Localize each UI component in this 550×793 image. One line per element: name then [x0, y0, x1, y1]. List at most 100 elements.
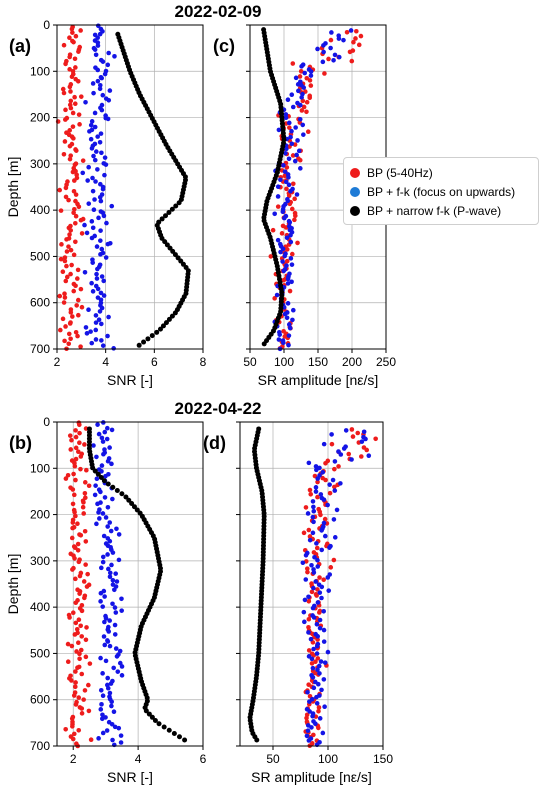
- panel-a-fk-point: [99, 274, 105, 279]
- panel-b-xtick-label: 2: [70, 752, 77, 766]
- panel-b-bp-point: [65, 472, 71, 478]
- panel-d-bp-point: [327, 490, 333, 496]
- panel-b-fk-point: [116, 557, 122, 563]
- panel-c-bp-point: [328, 37, 334, 43]
- panel-b-bp-point: [73, 513, 78, 519]
- panel-d-fk-point: [317, 617, 323, 623]
- panel-c-fk-point: [287, 325, 293, 331]
- panel-b-fk-point: [100, 559, 106, 565]
- panel-c-bp-point: [344, 29, 350, 35]
- panel-a-bp-point: [78, 28, 83, 33]
- panel-a-ylabel: Depth [m]: [5, 157, 21, 218]
- panel-c-bp-point: [322, 71, 327, 76]
- panel-b-bp-point: [76, 640, 81, 645]
- panel-a-bp-point: [67, 156, 73, 162]
- panel-a-fk-point: [90, 188, 96, 194]
- panel-d-fk-point: [307, 709, 312, 714]
- panel-d-bp-point: [315, 479, 320, 485]
- panel-a-narrow-point: [172, 310, 178, 316]
- panel-a-fk-point: [98, 252, 103, 257]
- panel-c-fk-point: [336, 36, 342, 41]
- panel-d-xtick-label: 150: [373, 752, 393, 766]
- panel-a-fk-point: [97, 31, 103, 37]
- panel-a-fk-point: [93, 327, 99, 333]
- panel-b-fk-point: [114, 579, 120, 584]
- panel-b-fk-point: [110, 601, 115, 607]
- panel-d-bp-point: [315, 637, 320, 642]
- panel-b-fk-point: [119, 608, 124, 613]
- panel-c-fk-point: [290, 104, 296, 110]
- panel-c-bp-point: [297, 157, 303, 163]
- panel-c-fk-point: [283, 115, 289, 121]
- panel-a-narrow-point: [157, 326, 163, 332]
- panel-d-bp-point: [306, 598, 312, 604]
- panel-b-fk-point: [91, 443, 96, 448]
- panel-a-fk-point: [88, 329, 93, 334]
- panel-d-bp-point: [314, 593, 319, 598]
- panel-b-narrow-point: [161, 724, 167, 730]
- panel-c-xtick-label: 200: [342, 355, 362, 369]
- panel-b-fk-point: [113, 610, 119, 615]
- panel-b-ylabel: Depth [m]: [5, 554, 21, 615]
- panel-d-fk-point: [305, 511, 311, 516]
- panel-a-bp-point: [72, 162, 78, 168]
- panel-b-bp-point: [73, 456, 79, 462]
- panel-b-bp-point: [81, 579, 87, 584]
- panel-d-bp-point: [322, 516, 328, 522]
- panel-d-fk-point: [315, 600, 321, 605]
- panel-a-bp-point: [71, 136, 76, 141]
- panel-b-fk-point: [112, 622, 118, 628]
- panel-b-bp-point: [65, 641, 71, 647]
- panel-d-fk-point: [311, 519, 316, 525]
- panel-c-fk-point: [286, 156, 292, 162]
- panel-b-bp-point: [84, 584, 90, 589]
- legend-label-fk: BP + f-k (focus on upwards): [367, 184, 516, 199]
- panel-c-xtick-label: 250: [376, 355, 396, 369]
- panel-b-narrow-point: [143, 708, 149, 714]
- panel-b-fk-point: [110, 496, 115, 502]
- panel-a-bp-point: [67, 35, 72, 41]
- panel-b-fk-point: [101, 634, 107, 639]
- panel-a-title: 2022-02-09: [175, 2, 262, 21]
- panel-a-fk-point: [89, 119, 95, 124]
- panel-b-bp-point: [75, 541, 81, 547]
- panel-d-fk-point: [341, 446, 347, 451]
- panel-a-bp-point: [71, 39, 76, 45]
- panel-a-ytick-label: 100: [30, 64, 50, 78]
- panel-b-fk-point: [94, 521, 99, 527]
- panel-c-bp-point: [284, 258, 290, 264]
- panel-a-bp-point: [69, 26, 75, 32]
- panel-c-fk-point: [308, 73, 314, 78]
- panel-c-fk-point: [301, 132, 306, 137]
- panel-d-fk-point: [313, 721, 318, 726]
- panel-d-fk-point: [310, 665, 316, 671]
- panel-c-fk-point: [293, 125, 298, 130]
- panel-a-bp-point: [73, 148, 79, 153]
- panel-c-bp-point: [307, 78, 313, 83]
- panel-c-fk-point: [282, 311, 288, 317]
- panel-d-fk-point: [325, 502, 330, 508]
- panel-c-fk-point: [282, 253, 288, 259]
- panel-b-narrow-point: [182, 737, 188, 743]
- panel-c-fk-point: [291, 307, 296, 313]
- panel-c-bp-point: [304, 75, 310, 81]
- panel-c-fk-point: [287, 220, 293, 225]
- panel-a-bp-point: [73, 283, 78, 289]
- panel-b-bp-point: [70, 525, 75, 531]
- panel-c-fk-point: [283, 150, 288, 156]
- panel-a-bp-point: [63, 185, 69, 191]
- panel-d-fk-point: [313, 485, 319, 490]
- panel-a-fk-point: [109, 203, 115, 209]
- panel-c-bp-point: [290, 153, 296, 158]
- panel-c-bp-point: [295, 240, 300, 246]
- panel-d-fk-point: [313, 579, 319, 584]
- panel-a-fk-point: [97, 309, 103, 314]
- panel-d-fk-point: [317, 716, 323, 721]
- panel-a-fk-point: [93, 179, 98, 184]
- panel-b-bp-point: [78, 532, 84, 538]
- panel-a-bp-point: [62, 139, 68, 144]
- panel-d-fk-point: [321, 497, 327, 502]
- panel-d-fk-point: [332, 535, 338, 540]
- panel-a-fk-point: [92, 124, 98, 130]
- panel-d-fk-point: [321, 639, 327, 644]
